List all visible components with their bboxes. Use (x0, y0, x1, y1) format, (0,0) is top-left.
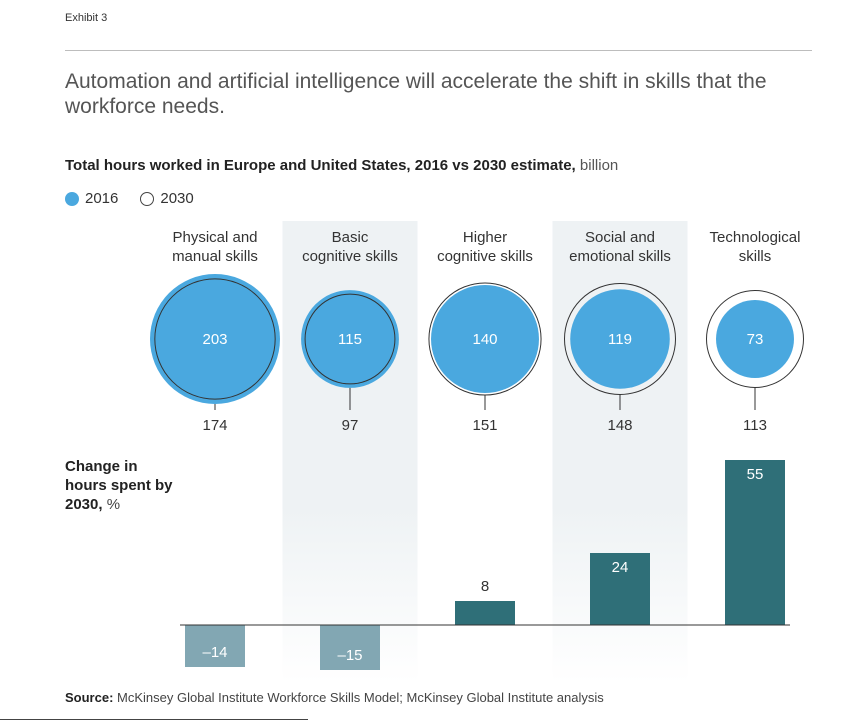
value-2030-label: 148 (607, 417, 632, 434)
chart-headline: Automation and artificial intelligence w… (65, 70, 767, 118)
change-bar (725, 460, 785, 625)
circle-2016 (301, 290, 399, 388)
change-label-text: Change in hours spent by 2030, (65, 458, 173, 513)
circle-2016 (570, 289, 670, 389)
circle-2030 (154, 278, 276, 400)
circle-2016 (431, 285, 539, 393)
change-value-label: 24 (612, 559, 629, 576)
value-2016-label: 203 (202, 331, 227, 348)
legend-swatch-2030 (140, 191, 155, 206)
change-value-label: –14 (202, 644, 227, 661)
value-2016-label: 140 (472, 331, 497, 348)
legend: 2016 2030 (65, 190, 216, 207)
circle-2030 (304, 293, 396, 385)
legend-item-2030: 2030 (140, 190, 194, 207)
source-note: Source: McKinsey Global Institute Workfo… (65, 690, 604, 705)
subtitle-text: Total hours worked in Europe and United … (65, 157, 576, 174)
chart-subtitle: Total hours worked in Europe and United … (65, 157, 618, 174)
value-2016-label: 115 (338, 331, 362, 348)
legend-swatch-2016 (65, 191, 79, 206)
category-label: Technological skills (710, 229, 801, 265)
circle-2016 (150, 274, 280, 404)
value-2030-label: 151 (472, 417, 497, 434)
value-2030-label: 113 (743, 417, 767, 434)
value-2030-label: 97 (342, 417, 359, 434)
category-label: Higher cognitive skills (437, 229, 533, 265)
legend-label-2030: 2030 (160, 190, 194, 207)
change-value-label: –15 (337, 647, 362, 664)
change-bar (455, 601, 515, 625)
bottom-divider (0, 719, 308, 720)
change-bar (590, 553, 650, 625)
change-value-label: 55 (747, 466, 764, 483)
category-label: Basic cognitive skills (302, 229, 398, 265)
top-divider (65, 50, 812, 51)
change-bar (320, 625, 380, 670)
value-2016-label: 73 (747, 331, 764, 348)
subtitle-unit: billion (579, 157, 619, 174)
source-text: McKinsey Global Institute Workforce Skil… (117, 690, 604, 705)
legend-item-2016: 2016 (65, 190, 118, 207)
change-axis-label: Change in hours spent by 2030, % (65, 457, 175, 514)
category-label: Physical and manual skills (172, 229, 258, 265)
change-value-label: 8 (481, 578, 489, 595)
value-2016-label: 119 (608, 331, 632, 348)
exhibit-label: Exhibit 3 (65, 12, 108, 24)
value-2030-label: 174 (202, 417, 227, 434)
source-label: Source: (65, 690, 114, 705)
change-label-unit: % (106, 496, 121, 513)
change-bar (185, 625, 245, 667)
circle-2016 (716, 300, 794, 378)
category-label: Social and emotional skills (569, 229, 671, 265)
legend-label-2016: 2016 (85, 190, 119, 207)
